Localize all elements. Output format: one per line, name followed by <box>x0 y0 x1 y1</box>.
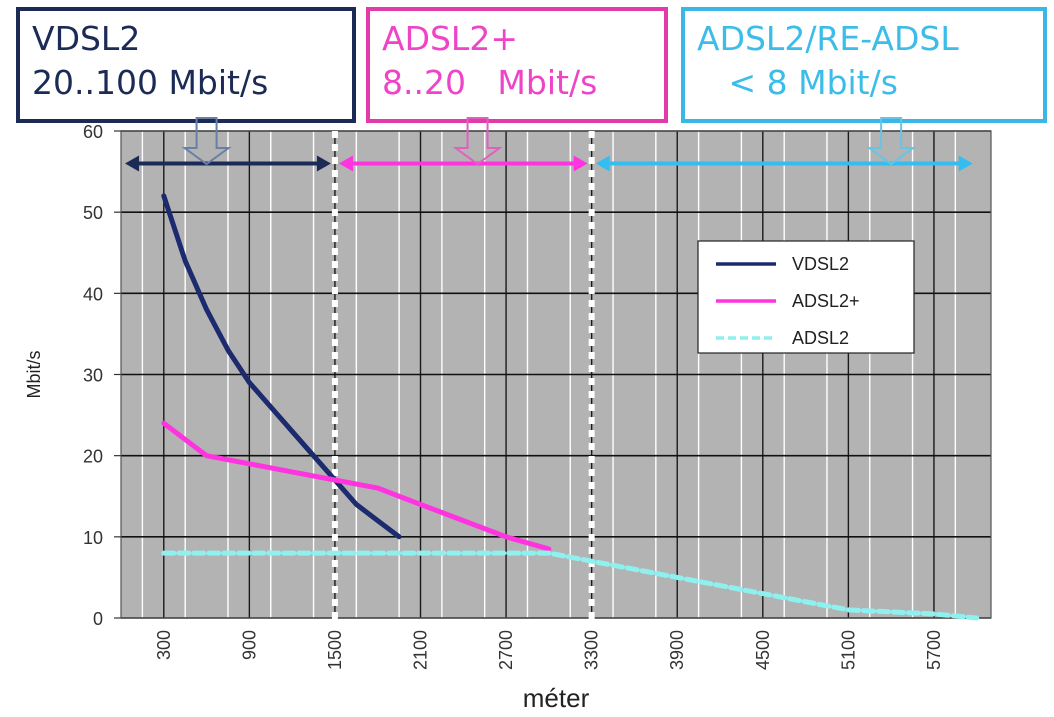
adsl2plus-label-box: ADSL2+ 8..20 Mbit/s <box>366 7 668 123</box>
range-arrow-head-left <box>125 155 139 172</box>
range-arrow-head-right <box>958 155 973 172</box>
adsl2-label-box: ADSL2/RE-ADSL < 8 Mbit/s <box>681 7 1047 123</box>
legend-label: VDSL2 <box>792 254 849 274</box>
y-axis-label: Mbit/s <box>24 350 44 398</box>
vdsl2-label-speed: 20..100 Mbit/s <box>32 63 269 102</box>
x-tick-label: 2100 <box>411 630 431 670</box>
vdsl2-label-box: VDSL2 20..100 Mbit/s <box>16 7 356 123</box>
x-tick-label: 1500 <box>325 630 345 670</box>
x-tick-label: 5700 <box>924 630 944 670</box>
adsl2plus-label-title: ADSL2+ <box>382 19 518 58</box>
adsl2plus-label-speed: 8..20 Mbit/s <box>382 63 598 102</box>
y-tick-label: 40 <box>83 284 103 304</box>
series-line-adsl2 <box>161 550 980 621</box>
x-tick-label: 300 <box>154 630 174 660</box>
y-tick-label: 60 <box>83 122 103 142</box>
x-tick-label: 3300 <box>582 630 602 670</box>
adsl2-label-speed: < 8 Mbit/s <box>697 63 898 102</box>
x-tick-label: 5100 <box>838 630 858 670</box>
legend-label: ADSL2 <box>792 328 849 348</box>
legend-label: ADSL2+ <box>792 291 860 311</box>
y-tick-label: 20 <box>83 447 103 467</box>
y-tick-label: 50 <box>83 203 103 223</box>
range-arrow-head-left <box>338 155 353 172</box>
y-tick-label: 10 <box>83 528 103 548</box>
series-line-adsl2- <box>161 420 552 552</box>
x-tick-label: 4500 <box>753 630 773 670</box>
vdsl2-label-title: VDSL2 <box>32 19 141 58</box>
y-tick-label: 30 <box>83 366 103 386</box>
range-arrow-head-left <box>595 155 610 172</box>
legend-box <box>697 240 915 354</box>
x-axis-label: méter <box>523 683 590 713</box>
range-arrow-head-right <box>316 155 331 172</box>
down-arrow-icon <box>866 117 917 166</box>
adsl2-label-title: ADSL2/RE-ADSL <box>697 19 959 58</box>
series-line-vdsl2 <box>161 193 402 540</box>
x-tick-label: 2700 <box>496 630 516 670</box>
x-tick-label: 3900 <box>667 630 687 670</box>
range-arrow-head-right <box>573 155 588 172</box>
y-tick-label: 0 <box>93 609 103 629</box>
x-tick-label: 900 <box>239 630 259 660</box>
legend: VDSL2 ADSL2+ ADSL2 <box>697 240 915 354</box>
down-arrow-icon <box>181 117 232 166</box>
down-arrow-icon <box>452 117 503 166</box>
